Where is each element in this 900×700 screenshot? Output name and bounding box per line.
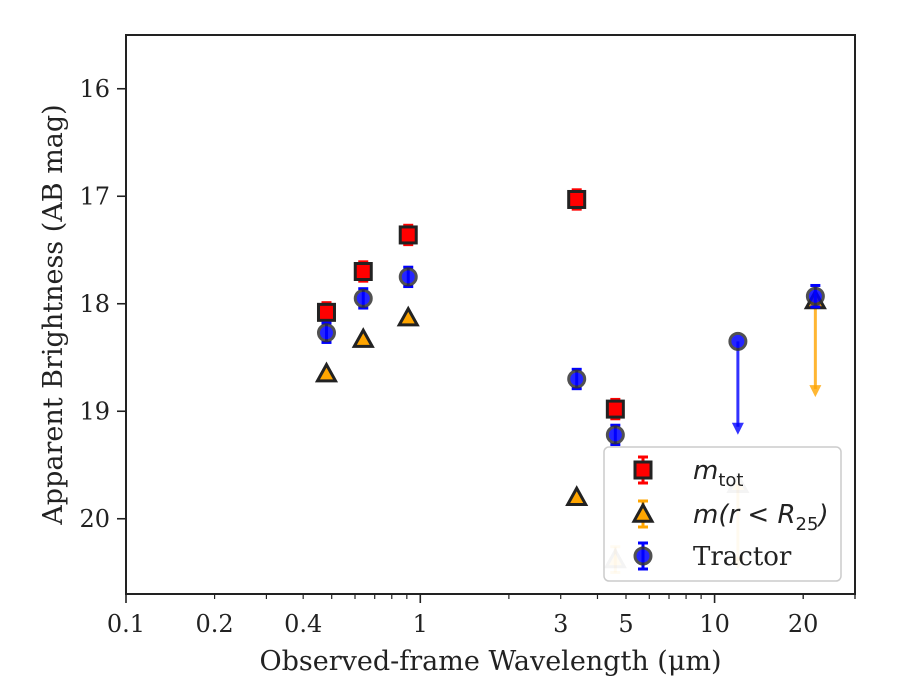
data-point	[398, 225, 418, 245]
x-axis: 0.1 0.2 0.4 1 3 5 10 20	[107, 594, 856, 638]
y-tick-label: 18	[79, 290, 110, 318]
series-tractor	[316, 265, 825, 447]
legend-label: mtot	[693, 456, 743, 491]
legend-label-subscript: 25	[796, 514, 819, 535]
y-tick-label: 17	[79, 182, 110, 210]
x-tick-label: 20	[788, 610, 819, 638]
legend-label-base: Tractor	[693, 542, 792, 572]
x-tick-label: 0.2	[196, 610, 234, 638]
x-tick-label: 3	[553, 610, 568, 638]
x-tick-label: 10	[699, 610, 730, 638]
legend-marker	[631, 501, 655, 523]
data-point	[605, 399, 625, 419]
data-point	[351, 327, 375, 348]
legend-label-base: m(r < R	[693, 500, 796, 530]
y-tick-label: 19	[79, 397, 110, 425]
plot-frame	[125, 34, 856, 595]
y-tick-label: 16	[79, 75, 110, 103]
data-point	[353, 288, 373, 308]
y-axis: 16 17 18 19 20	[79, 75, 126, 533]
legend: mtot m(r < R25) Tractor	[603, 446, 842, 582]
x-tick-label: 0.4	[284, 610, 322, 638]
data-point	[316, 323, 336, 343]
x-tick-label: 0.1	[107, 610, 145, 638]
x-tick-label: 1	[413, 610, 428, 638]
data-point	[567, 189, 587, 209]
data-point	[314, 361, 339, 383]
legend-item: mtot	[633, 455, 743, 491]
data-point	[605, 425, 625, 445]
legend-label: Tractor	[693, 542, 792, 572]
data-point	[565, 485, 589, 506]
legend-label-base: m	[693, 456, 718, 486]
legend-label-subscript: tot	[718, 470, 743, 491]
legend-item: Tractor	[633, 541, 792, 572]
series-m-tot	[316, 188, 625, 421]
y-axis-label: Apparent Brightness (AB mag)	[38, 104, 69, 525]
x-axis-label: Observed-frame Wavelength (μm)	[259, 646, 721, 677]
data-point	[567, 369, 587, 389]
legend-box	[603, 446, 842, 582]
legend-marker	[633, 460, 653, 480]
data-point	[398, 267, 418, 287]
data-point	[805, 286, 825, 306]
data-point	[316, 302, 336, 322]
legend-label-suffix: )	[816, 500, 828, 530]
legend-marker	[633, 546, 653, 566]
data-point	[728, 331, 748, 351]
x-tick-label: 5	[618, 610, 633, 638]
upper-limit-arrow-head	[809, 385, 822, 398]
legend-item: m(r < R25)	[631, 499, 829, 535]
y-tick-label: 20	[79, 505, 110, 533]
legend-label: m(r < R25)	[693, 500, 829, 535]
upper-limit-arrow-head	[731, 422, 744, 435]
data-point	[353, 262, 373, 281]
data-point	[396, 305, 420, 327]
